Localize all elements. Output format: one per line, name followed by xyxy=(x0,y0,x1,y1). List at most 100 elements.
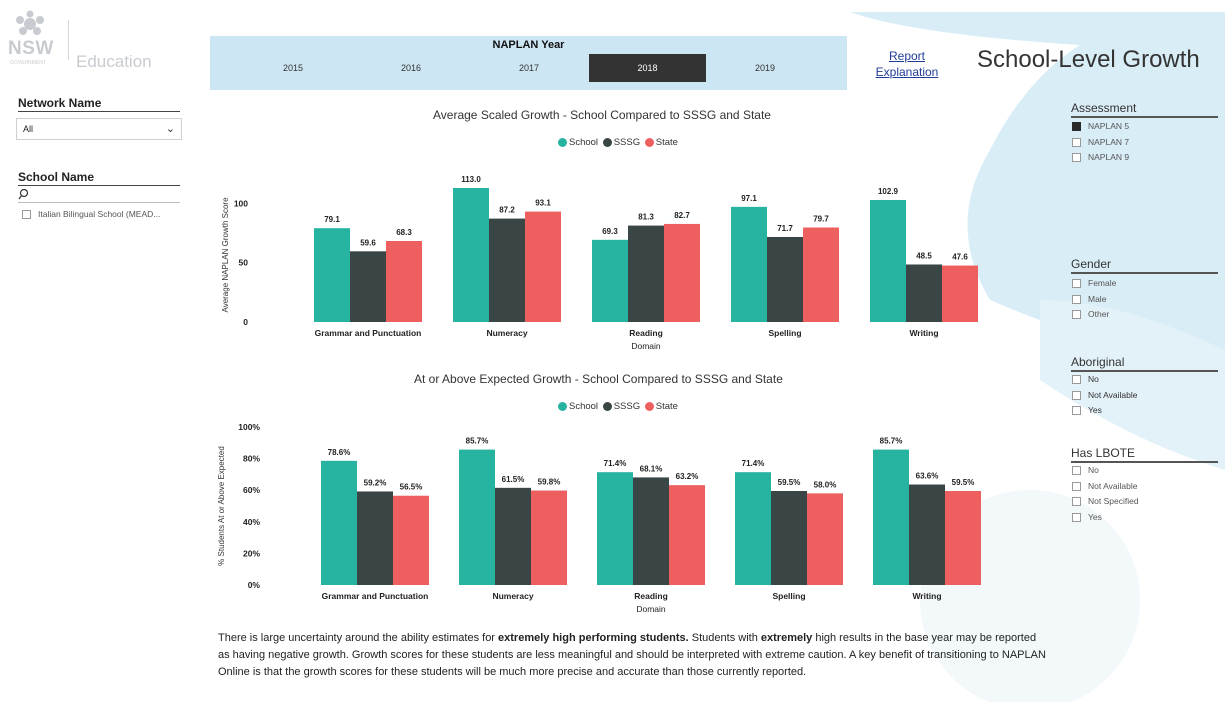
bar-state[interactable] xyxy=(945,490,981,585)
divider xyxy=(18,185,180,186)
logo-nsw-text: NSW xyxy=(8,38,54,59)
aboriginal-option[interactable]: Not Available xyxy=(1072,390,1137,400)
year-button-2017[interactable]: 2017 xyxy=(518,63,540,73)
bar-state[interactable] xyxy=(942,265,978,322)
gender-option[interactable]: Other xyxy=(1072,309,1109,320)
bar-school[interactable] xyxy=(592,239,628,322)
checkbox[interactable] xyxy=(1072,481,1081,491)
checkbox[interactable] xyxy=(1072,406,1081,416)
bar-school[interactable] xyxy=(453,188,489,322)
bar-state[interactable] xyxy=(525,211,561,322)
page-title: School-Level Growth xyxy=(977,46,1200,73)
lbote-option[interactable]: No xyxy=(1072,465,1099,476)
x-axis-label: Domain xyxy=(631,341,661,351)
bar-state[interactable] xyxy=(386,241,422,322)
bar-state[interactable] xyxy=(669,485,705,585)
checkbox[interactable] xyxy=(1072,137,1081,147)
data-label: 113.0 xyxy=(461,175,481,184)
naplan-year-title: NAPLAN Year xyxy=(492,39,565,51)
chart1-average-scaled-growth: Average NAPLAN Growth Score 0 50 100 79.1 59.… xyxy=(221,175,978,351)
bar-sssg[interactable] xyxy=(906,264,942,322)
report-explanation-link[interactable]: Report Explanation xyxy=(862,48,952,80)
checkbox[interactable] xyxy=(1072,390,1081,400)
gender-slicer-title: Gender xyxy=(1071,257,1112,271)
y-axis-label: % Students At or Above Expected xyxy=(217,446,226,566)
assessment-option-label: NAPLAN 7 xyxy=(1088,136,1130,147)
bar-school[interactable] xyxy=(870,199,906,322)
search-icon[interactable] xyxy=(18,188,30,200)
checkbox[interactable] xyxy=(1072,153,1081,163)
x-tick-label: Spelling xyxy=(772,591,805,601)
aboriginal-option[interactable]: No xyxy=(1072,374,1099,385)
bar-sssg[interactable] xyxy=(628,225,664,322)
lbote-option[interactable]: Yes xyxy=(1072,512,1102,522)
aboriginal-option[interactable]: Yes xyxy=(1072,405,1102,416)
gender-option[interactable]: Female xyxy=(1072,278,1116,289)
bar-state[interactable] xyxy=(531,490,567,585)
network-dropdown[interactable]: All ⌄ xyxy=(16,118,182,140)
bar-sssg[interactable] xyxy=(633,477,669,585)
logo-subtext: GOVERNMENT xyxy=(10,60,46,66)
bar-sssg[interactable] xyxy=(771,490,807,585)
aboriginal-option-label: Not Available xyxy=(1088,389,1138,400)
y-tick-label: 0% xyxy=(248,580,261,590)
lbote-option[interactable]: Not Specified xyxy=(1072,496,1139,507)
logo-divider xyxy=(68,20,69,60)
checkbox[interactable] xyxy=(1072,466,1081,476)
assessment-option[interactable]: NAPLAN 7 xyxy=(1072,137,1129,147)
gender-option[interactable]: Male xyxy=(1072,294,1106,304)
bar-school[interactable] xyxy=(321,460,357,585)
checkbox[interactable] xyxy=(1072,310,1081,320)
checkbox[interactable] xyxy=(1072,375,1081,385)
bar-school[interactable] xyxy=(597,472,633,585)
data-label: 71.4% xyxy=(604,459,627,468)
checkbox[interactable] xyxy=(1072,279,1081,289)
bar-state[interactable] xyxy=(803,227,839,322)
x-tick-label: Spelling xyxy=(768,328,801,338)
checkbox[interactable] xyxy=(1072,497,1081,507)
chart2-legend: School SSSG State xyxy=(558,401,680,412)
lbote-option-label: Yes xyxy=(1088,511,1102,522)
data-label: 71.4% xyxy=(742,459,765,468)
footnote-bold: extremely xyxy=(760,632,813,644)
lbote-option-label: Not Specified xyxy=(1088,496,1139,506)
data-label: 81.3 xyxy=(638,213,654,222)
network-slicer-title: Network Name xyxy=(18,96,102,110)
data-label: 59.8% xyxy=(538,478,561,487)
bar-sssg[interactable] xyxy=(357,491,393,585)
bar-sssg[interactable] xyxy=(909,484,945,585)
checkbox[interactable] xyxy=(1072,294,1081,304)
year-button-2019[interactable]: 2019 xyxy=(754,63,776,73)
school-slicer-title: School Name xyxy=(18,170,95,184)
bar-sssg[interactable] xyxy=(489,218,525,322)
y-tick-label: 80% xyxy=(243,454,260,464)
data-label: 102.9 xyxy=(878,187,899,196)
data-label: 56.5% xyxy=(400,483,423,492)
bar-sssg[interactable] xyxy=(350,251,386,322)
bar-state[interactable] xyxy=(807,493,843,585)
bar-sssg[interactable] xyxy=(495,487,531,585)
school-option[interactable]: Italian Bilingual School (MEAD... xyxy=(22,209,160,220)
checkbox[interactable] xyxy=(22,210,31,220)
bar-school[interactable] xyxy=(731,206,767,322)
bar-school[interactable] xyxy=(314,228,350,322)
bar-state[interactable] xyxy=(664,223,700,322)
footnote-bold: extremely high performing students. xyxy=(498,632,689,644)
assessment-option[interactable]: NAPLAN 9 xyxy=(1072,152,1129,163)
year-button-2018[interactable]: 2018 xyxy=(589,54,706,82)
checkbox[interactable] xyxy=(1072,122,1081,132)
bar-school[interactable] xyxy=(873,449,909,585)
lbote-option[interactable]: Not Available xyxy=(1072,481,1137,491)
y-tick-label: 0 xyxy=(243,317,248,327)
divider xyxy=(18,202,180,203)
bar-state[interactable] xyxy=(393,495,429,585)
y-tick-label: 40% xyxy=(243,517,260,527)
assessment-option[interactable]: NAPLAN 5 xyxy=(1072,121,1129,132)
bar-sssg[interactable] xyxy=(767,236,803,322)
bar-school[interactable] xyxy=(459,449,495,585)
bar-school[interactable] xyxy=(735,472,771,585)
year-button-2015[interactable]: 2015 xyxy=(282,63,304,73)
year-button-2016[interactable]: 2016 xyxy=(400,63,422,73)
assessment-slicer-title: Assessment xyxy=(1071,101,1137,115)
checkbox[interactable] xyxy=(1072,512,1081,522)
